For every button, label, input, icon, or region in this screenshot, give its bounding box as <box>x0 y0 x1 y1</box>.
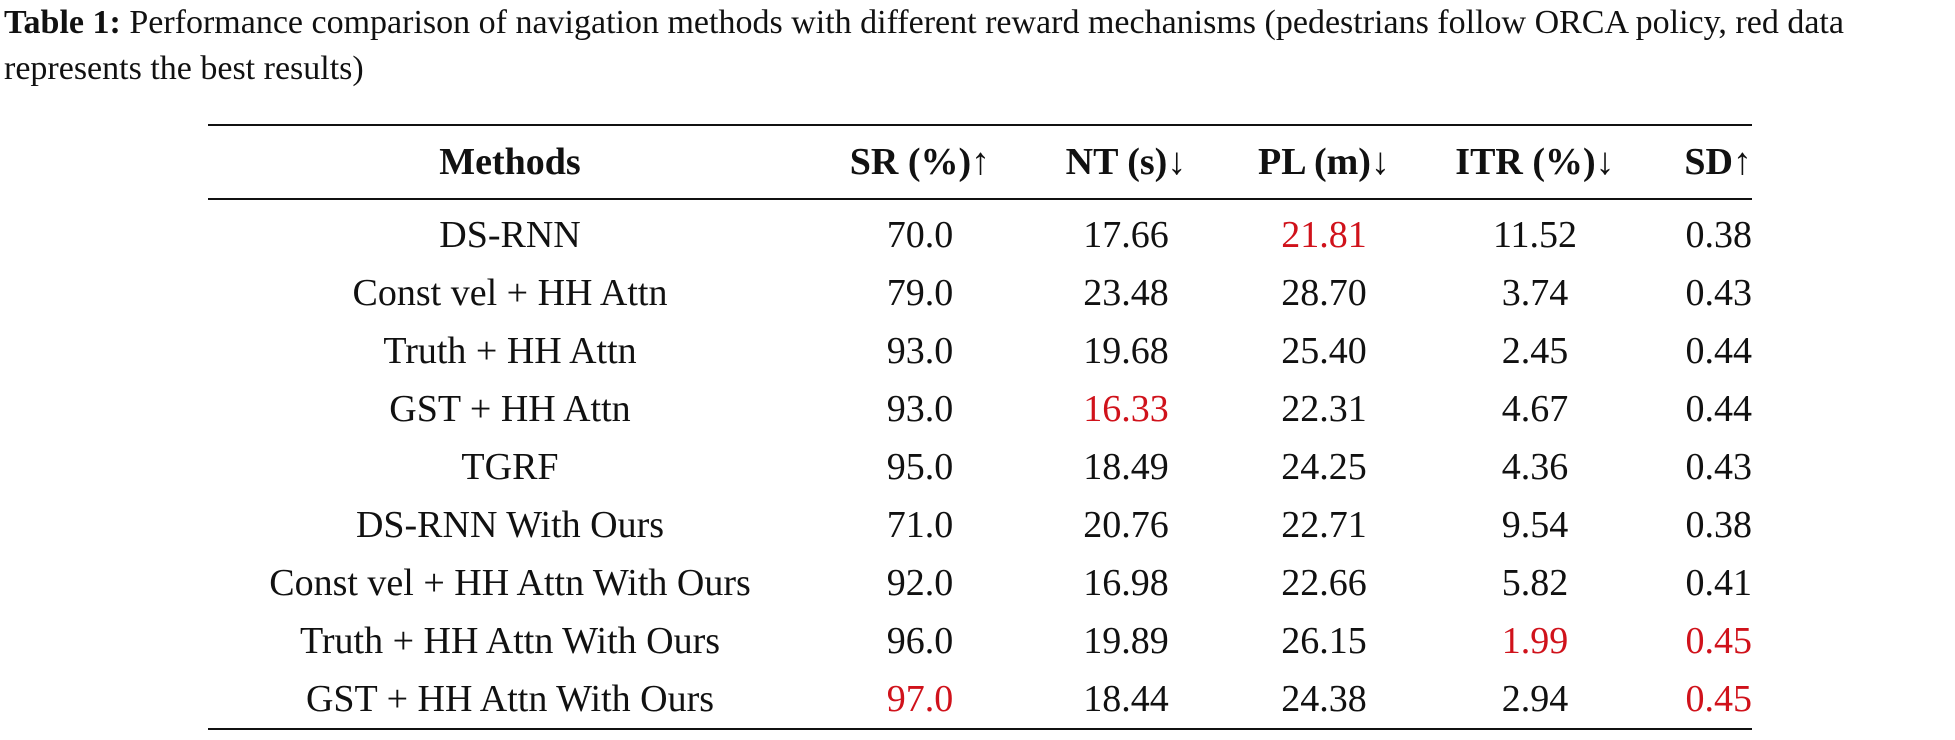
cell-itr: 2.94 <box>1424 670 1646 730</box>
cell-nt-best: 16.33 <box>1083 388 1169 430</box>
table-row: Const vel + HH Attn With Ours 92.0 16.98… <box>208 554 1752 612</box>
results-table-container: Methods SR (%)↑ NT (s)↓ PL (m)↓ ITR (%)↓… <box>208 124 1752 730</box>
cell-nt: 19.68 <box>1083 330 1169 372</box>
cell-pl: 24.38 <box>1224 670 1424 730</box>
header-sd: SD↑ <box>1646 124 1752 200</box>
table-row: Const vel + HH Attn 79.0 23.48 28.70 3.7… <box>208 264 1752 322</box>
header-pl: PL (m)↓ <box>1224 124 1424 200</box>
caption-label: Table 1: <box>4 4 121 41</box>
cell-sd-best: 0.45 <box>1646 670 1752 730</box>
cell-sd: 0.38 <box>1685 504 1753 546</box>
cell-nt: 19.89 <box>1083 620 1169 662</box>
cell-itr: 4.36 <box>1501 446 1569 488</box>
table-header-row: Methods SR (%)↑ NT (s)↓ PL (m)↓ ITR (%)↓… <box>208 124 1752 200</box>
cell-itr: 2.45 <box>1501 330 1569 372</box>
cell-itr: 11.52 <box>1492 214 1578 256</box>
caption-text: Performance comparison of navigation met… <box>4 4 1844 87</box>
cell-nt: 17.66 <box>1083 214 1169 256</box>
cell-sd: 0.44 <box>1685 330 1753 372</box>
table-row: DS-RNN 70.0 17.66 21.81 11.52 0.38 <box>208 199 1752 264</box>
cell-pl-best: 21.81 <box>1281 214 1367 256</box>
cell-pl: 22.31 <box>1281 388 1367 430</box>
cell-method: GST + HH Attn With Ours <box>208 670 812 730</box>
cell-itr: 9.54 <box>1501 504 1569 546</box>
cell-sr: 93.0 <box>886 388 954 430</box>
cell-itr: 4.67 <box>1501 388 1569 430</box>
cell-method: Truth + HH Attn With Ours <box>299 620 721 662</box>
cell-pl: 22.71 <box>1281 504 1367 546</box>
table-row: TGRF 95.0 18.49 24.25 4.36 0.43 <box>208 438 1752 496</box>
cell-pl: 22.66 <box>1281 562 1367 604</box>
cell-pl: 28.70 <box>1281 272 1367 314</box>
cell-nt: 16.98 <box>1083 562 1169 604</box>
cell-sd: 0.38 <box>1685 214 1753 256</box>
cell-method: TGRF <box>461 446 559 488</box>
cell-method: DS-RNN <box>439 214 581 256</box>
cell-sr-best: 97.0 <box>812 670 1028 730</box>
cell-nt: 18.49 <box>1083 446 1169 488</box>
cell-itr-best: 1.99 <box>1501 620 1569 662</box>
cell-nt: 18.44 <box>1028 670 1224 730</box>
cell-method: Const vel + HH Attn <box>352 272 668 314</box>
table-row: GST + HH Attn 93.0 16.33 22.31 4.67 0.44 <box>208 380 1752 438</box>
header-methods: Methods <box>208 124 812 200</box>
cell-sr: 70.0 <box>886 214 954 256</box>
cell-pl: 25.40 <box>1281 330 1367 372</box>
cell-sd: 0.43 <box>1685 272 1753 314</box>
results-table: Methods SR (%)↑ NT (s)↓ PL (m)↓ ITR (%)↓… <box>208 124 1752 730</box>
table-row: Truth + HH Attn With Ours 96.0 19.89 26.… <box>208 612 1752 670</box>
cell-sr: 93.0 <box>886 330 954 372</box>
cell-sr: 96.0 <box>886 620 954 662</box>
cell-nt: 20.76 <box>1083 504 1169 546</box>
cell-sd: 0.44 <box>1685 388 1753 430</box>
table-row: DS-RNN With Ours 71.0 20.76 22.71 9.54 0… <box>208 496 1752 554</box>
cell-nt: 23.48 <box>1083 272 1169 314</box>
header-itr: ITR (%)↓ <box>1424 124 1646 200</box>
cell-method: DS-RNN With Ours <box>355 504 665 546</box>
cell-sr: 95.0 <box>886 446 954 488</box>
cell-itr: 3.74 <box>1501 272 1569 314</box>
table-caption: Table 1: Performance comparison of navig… <box>4 0 1949 92</box>
cell-sd: 0.41 <box>1685 562 1753 604</box>
cell-sd: 0.43 <box>1685 446 1753 488</box>
cell-pl: 24.25 <box>1281 446 1367 488</box>
cell-sr: 92.0 <box>886 562 954 604</box>
cell-itr: 5.82 <box>1501 562 1569 604</box>
header-sr: SR (%)↑ <box>812 124 1028 200</box>
cell-method: GST + HH Attn <box>389 388 631 430</box>
table-row: Truth + HH Attn 93.0 19.68 25.40 2.45 0.… <box>208 322 1752 380</box>
table-row: GST + HH Attn With Ours 97.0 18.44 24.38… <box>208 670 1752 730</box>
cell-sr: 71.0 <box>886 504 954 546</box>
header-nt: NT (s)↓ <box>1028 124 1224 200</box>
cell-sr: 79.0 <box>886 272 954 314</box>
cell-method: Const vel + HH Attn With Ours <box>269 562 751 604</box>
cell-method: Truth + HH Attn <box>383 330 637 372</box>
cell-sd-best: 0.45 <box>1685 620 1753 662</box>
cell-pl: 26.15 <box>1281 620 1367 662</box>
